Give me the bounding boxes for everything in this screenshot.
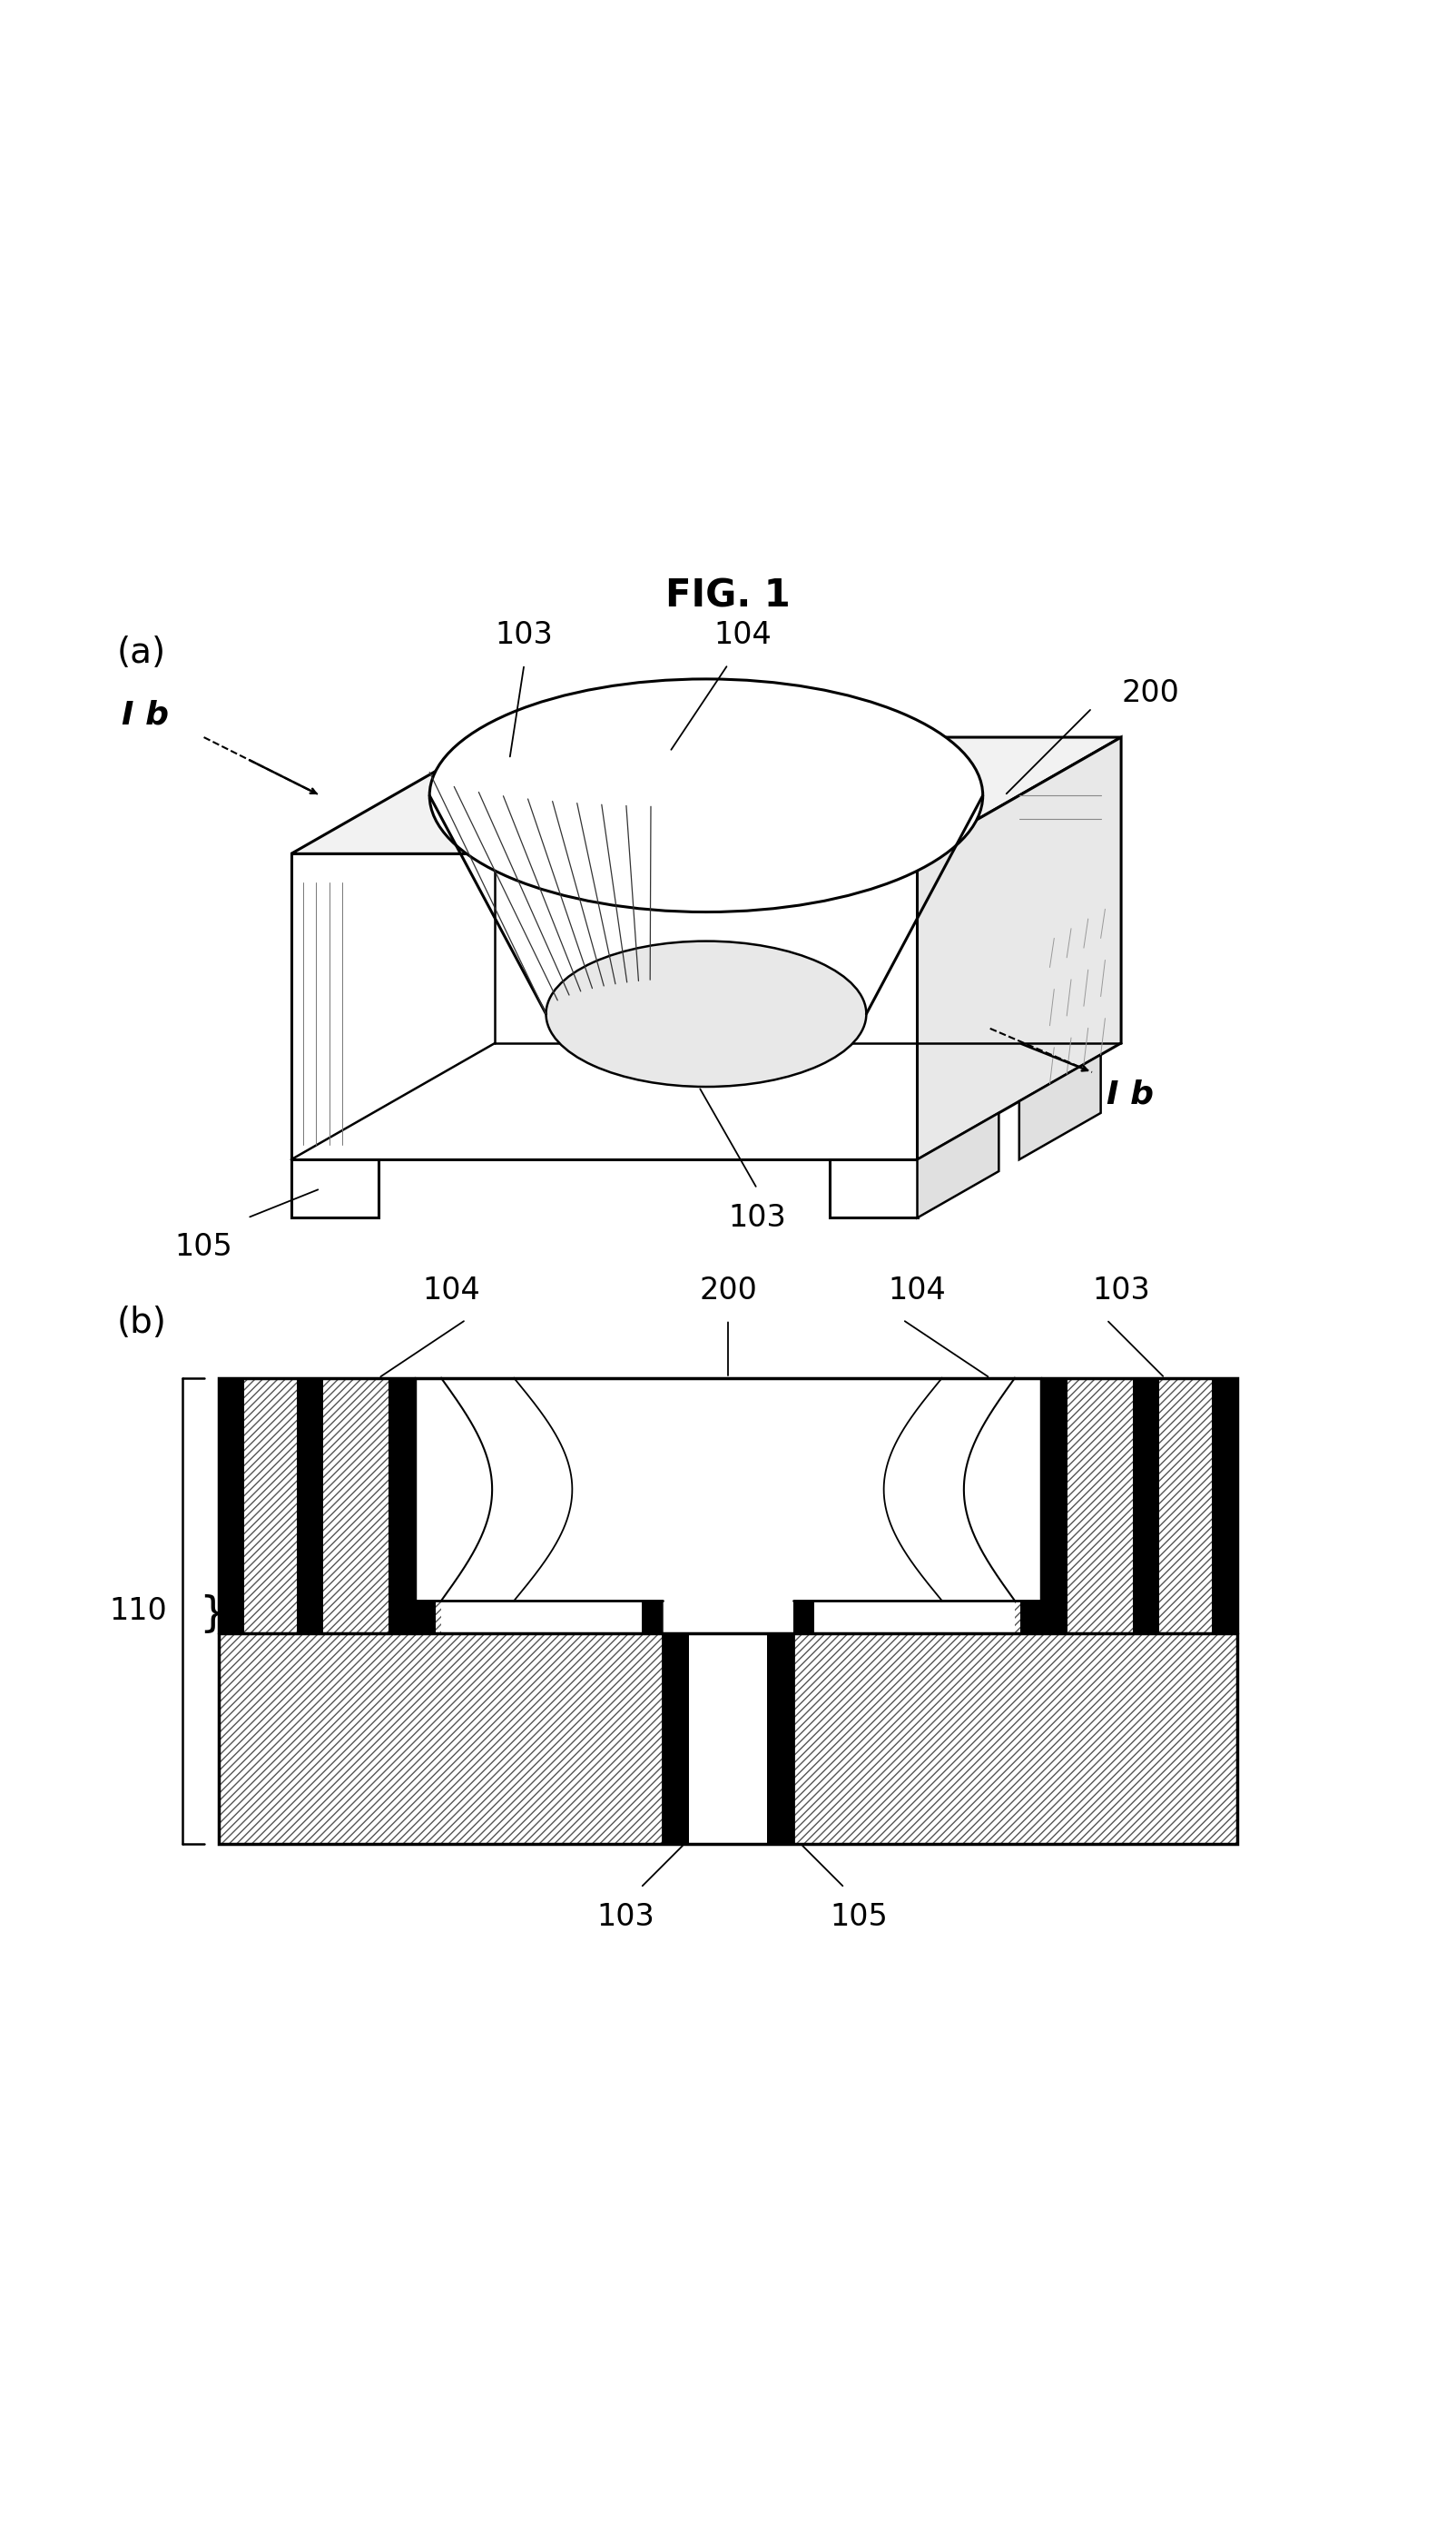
- Bar: [218, 1378, 415, 1632]
- Polygon shape: [1019, 1055, 1101, 1161]
- Text: 104: 104: [888, 1274, 946, 1304]
- Bar: [297, 1378, 323, 1632]
- Bar: [830, 1161, 917, 1219]
- Bar: [794, 1600, 814, 1632]
- Text: 105: 105: [175, 1231, 233, 1262]
- Bar: [291, 1161, 379, 1219]
- Text: {: {: [189, 1589, 217, 1632]
- Bar: [1021, 1600, 1041, 1632]
- Bar: [1041, 1378, 1067, 1632]
- Bar: [218, 1378, 245, 1632]
- Text: 200: 200: [699, 1274, 757, 1304]
- Bar: [441, 1600, 642, 1632]
- Bar: [814, 1600, 1015, 1632]
- Bar: [1041, 1378, 1238, 1632]
- Text: 200: 200: [1121, 679, 1179, 709]
- Text: 103: 103: [1092, 1274, 1150, 1304]
- Bar: [689, 1632, 767, 1844]
- Text: I b: I b: [1107, 1080, 1153, 1110]
- Bar: [415, 1600, 435, 1632]
- Text: (b): (b): [116, 1304, 166, 1340]
- Bar: [415, 1378, 1041, 1632]
- Polygon shape: [291, 737, 1121, 853]
- Bar: [662, 1632, 689, 1844]
- Bar: [1133, 1378, 1159, 1632]
- Bar: [218, 1378, 1238, 1844]
- Ellipse shape: [430, 679, 983, 911]
- Ellipse shape: [432, 684, 978, 908]
- Text: FIG. 1: FIG. 1: [665, 578, 791, 616]
- Text: 104: 104: [422, 1274, 480, 1304]
- Bar: [642, 1600, 662, 1632]
- Polygon shape: [917, 737, 1121, 1161]
- Text: (a): (a): [116, 636, 166, 669]
- Bar: [794, 1632, 1238, 1844]
- Bar: [1211, 1378, 1238, 1632]
- Text: 103: 103: [597, 1902, 655, 1933]
- Bar: [767, 1632, 794, 1844]
- Text: I b: I b: [122, 699, 169, 732]
- Bar: [389, 1378, 415, 1632]
- Ellipse shape: [546, 941, 866, 1087]
- Polygon shape: [917, 1113, 999, 1219]
- Polygon shape: [291, 853, 917, 1161]
- Text: 103: 103: [495, 621, 553, 651]
- Text: 105: 105: [830, 1902, 888, 1933]
- Bar: [415, 1600, 662, 1632]
- Bar: [441, 1378, 1015, 1600]
- Bar: [218, 1632, 662, 1844]
- Text: 110: 110: [109, 1597, 167, 1625]
- Text: 103: 103: [728, 1203, 786, 1234]
- Bar: [794, 1600, 1041, 1632]
- Text: 104: 104: [713, 621, 772, 651]
